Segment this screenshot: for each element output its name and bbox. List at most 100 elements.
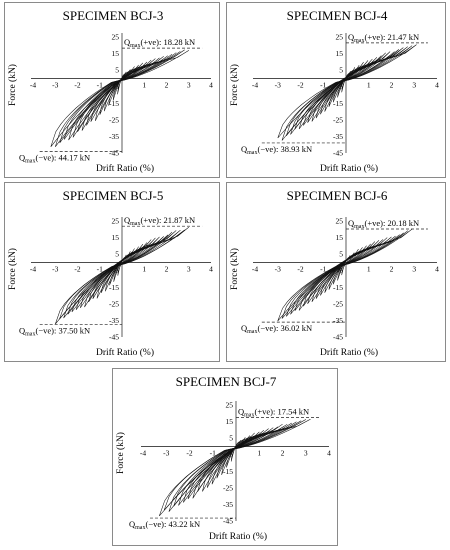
x-tick-label: 3 xyxy=(412,264,416,273)
x-tick-label: -3 xyxy=(275,80,281,89)
qmax-pos-label: Qmax(+ve): 18.28 kN xyxy=(124,37,195,49)
hysteresis-loop xyxy=(290,234,400,315)
y-tick-label: -5 xyxy=(227,450,233,459)
y-tick-label: -45 xyxy=(223,517,233,526)
x-tick-label: 3 xyxy=(187,264,191,273)
panel-bcj-3: SPECIMEN BCJ-3 -4 -3 -2 -1 1 2 3 4 25 15 5 -5 -15 -25-… xyxy=(4,2,220,178)
hysteresis-loop xyxy=(55,226,189,325)
qmax-pos-label: Qmax(+ve): 20.18 kN xyxy=(348,218,419,230)
y-tick-label: -35 xyxy=(333,316,343,325)
x-tick-label: 2 xyxy=(390,264,394,273)
y-tick-label: -45 xyxy=(333,149,343,158)
x-tick-label: -4 xyxy=(30,264,36,273)
hysteresis-chart: SPECIMEN BCJ-3-4 -3 -2 -1 1 2 3 425155-5-15-25-… xyxy=(7,8,213,174)
hysteresis-loops xyxy=(159,418,311,517)
y-tick-label: -15 xyxy=(109,99,119,108)
y-tick-label: -45 xyxy=(109,149,119,158)
y-tick-label: 25 xyxy=(336,33,344,42)
y-tick-label: -15 xyxy=(109,283,119,292)
x-tick-label: 1 xyxy=(367,80,371,89)
qmax-neg-label: Qmax(−ve): 37.50 kN xyxy=(19,326,90,338)
x-tick-label: 1 xyxy=(367,264,371,273)
x-tick-label: 4 xyxy=(435,80,439,89)
hysteresis-chart: SPECIMEN BCJ-4-4 -3 -2 -1 1 2 3 425155-5-15-25-… xyxy=(229,8,439,174)
x-tick-label: 2 xyxy=(281,448,285,457)
y-tick-label: -15 xyxy=(333,99,343,108)
x-tick-label: -4 xyxy=(252,264,258,273)
hysteresis-loop xyxy=(59,51,181,144)
qmax-pos-label: Qmax(+ve): 21.87 kN xyxy=(124,215,195,227)
x-axis-label: Drift Ratio (%) xyxy=(96,163,154,174)
hysteresis-loop xyxy=(286,46,408,136)
hysteresis-loop xyxy=(298,236,392,311)
y-tick-label: -25 xyxy=(109,115,119,124)
hysteresis-loops xyxy=(277,228,413,322)
qmax-pos-label: Qmax(+ve): 17.54 kN xyxy=(238,406,309,418)
y-tick-label: 5 xyxy=(339,66,343,75)
x-tick-label: -1 xyxy=(320,80,326,89)
y-tick-label: 25 xyxy=(336,217,344,226)
x-tick-label: -3 xyxy=(275,264,281,273)
x-tick-label: 2 xyxy=(165,80,169,89)
y-tick-label: 5 xyxy=(339,250,343,259)
y-axis-label: Force (kN) xyxy=(229,248,240,290)
hysteresis-chart: SPECIMEN BCJ-6 -4 -3 -2 -1 1 2 3 4 25 15 5 -5 -15 -25 -… xyxy=(229,188,439,358)
y-tick-label: 15 xyxy=(112,233,120,242)
x-tick-label: -2 xyxy=(74,264,80,273)
x-axis-label: Drift Ratio (%) xyxy=(320,347,378,358)
x-tick-label: -4 xyxy=(30,80,36,89)
x-tick-label: 3 xyxy=(304,448,308,457)
hysteresis-loop xyxy=(67,230,177,315)
x-tick-label: -3 xyxy=(52,80,58,89)
y-tick-label: -25 xyxy=(333,299,343,308)
chart-title: SPECIMEN BCJ-7 xyxy=(176,374,277,389)
x-tick-label: -1 xyxy=(320,264,326,273)
x-tick-label: 2 xyxy=(165,264,169,273)
y-tick-label: -35 xyxy=(109,316,119,325)
x-tick-label: -1 xyxy=(97,264,103,273)
hysteresis-loop xyxy=(294,235,396,311)
x-tick-label: -2 xyxy=(297,264,303,273)
y-tick-label: -45 xyxy=(333,333,343,342)
panel-bcj-6: SPECIMEN BCJ-6 -4 -3 -2 -1 1 2 3 4 25 15 5 -5 -15 -25 -… xyxy=(226,182,446,362)
x-tick-label: -4 xyxy=(140,448,146,457)
chart-title: SPECIMEN BCJ-4 xyxy=(287,8,388,23)
hysteresis-loops xyxy=(277,44,417,141)
hysteresis-loop xyxy=(55,49,185,147)
hysteresis-loop xyxy=(294,49,400,130)
x-axis-label: Drift Ratio (%) xyxy=(96,347,154,358)
y-tick-label: -15 xyxy=(223,467,233,476)
hysteresis-loops xyxy=(50,49,189,147)
qmax-neg-label: Qmax(−ve): 44.17 kN xyxy=(19,153,90,165)
y-tick-label: -15 xyxy=(333,283,343,292)
panel-bcj-4: SPECIMEN BCJ-4 -4 -3 -2 -1 1 2 3 4 25 15 5 -5 -15 -25-… xyxy=(226,2,446,178)
x-axis-label: Drift Ratio (%) xyxy=(209,531,267,542)
panel-bcj-5: SPECIMEN BCJ-5 -4 -3 -2 -1 1 2 3 4 25 15 5 -5 -15 -25-… xyxy=(4,182,220,362)
y-tick-label: 5 xyxy=(115,250,119,259)
x-tick-label: 1 xyxy=(142,264,146,273)
chart-title: SPECIMEN BCJ-3 xyxy=(63,8,164,23)
qmax-neg-label: Qmax(−ve): 38.93 kN xyxy=(241,144,312,156)
x-tick-label: 1 xyxy=(257,448,261,457)
x-tick-label: -4 xyxy=(252,80,258,89)
hysteresis-loops xyxy=(55,226,189,325)
x-tick-label: -2 xyxy=(74,80,80,89)
y-tick-label: -35 xyxy=(109,132,119,141)
y-tick-label: -5 xyxy=(337,266,343,275)
y-tick-label: 15 xyxy=(336,49,344,58)
x-tick-label: 3 xyxy=(187,80,191,89)
hysteresis-loop xyxy=(159,418,311,517)
x-tick-label: -1 xyxy=(210,448,216,457)
y-tick-label: 15 xyxy=(336,233,344,242)
panel-bcj-7: SPECIMEN BCJ-7 -4 -3 -2 -1 1 2 3 4 25 15 5 -5 -15 -25 -… xyxy=(112,368,338,546)
hysteresis-loop xyxy=(290,47,404,135)
chart-title: SPECIMEN BCJ-6 xyxy=(287,188,388,203)
hysteresis-loop xyxy=(281,45,413,141)
y-tick-label: -25 xyxy=(109,299,119,308)
y-tick-label: -45 xyxy=(109,333,119,342)
y-axis-label: Force (kN) xyxy=(7,64,18,106)
y-tick-label: -35 xyxy=(333,132,343,141)
hysteresis-loop xyxy=(277,228,413,322)
hysteresis-loop xyxy=(50,50,189,147)
qmax-pos-label: Qmax(+ve): 21.47 kN xyxy=(348,32,419,44)
